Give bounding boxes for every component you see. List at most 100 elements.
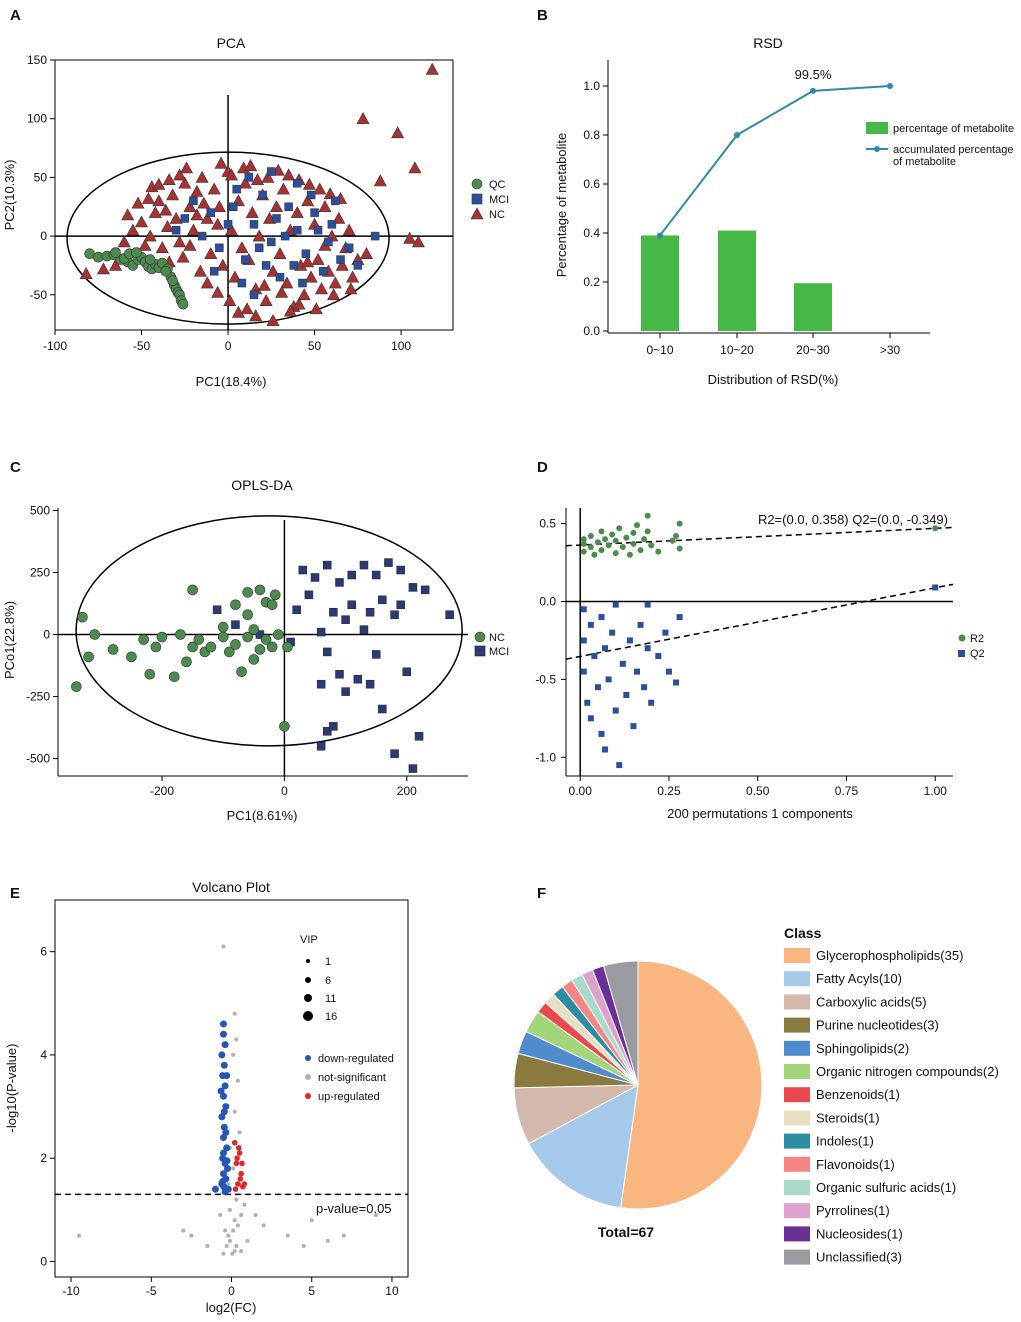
pca-mci-point: [275, 272, 285, 282]
oplsda-nc-point: [217, 631, 229, 643]
pie-legend-swatch: [784, 1110, 810, 1126]
volcano-up-point: [232, 1186, 239, 1193]
volcano-ns-point: [227, 1238, 232, 1243]
volcano-ns-point: [231, 1228, 236, 1233]
volcano-down-point: [223, 1157, 231, 1165]
pie-legend-label: Pyrrolines(1): [816, 1203, 890, 1218]
volcano-down-point: [222, 1128, 230, 1136]
pca-nc-point: [323, 187, 337, 200]
pie-legend-label: Organic sulfuric acids(1): [816, 1180, 956, 1195]
rsd-title: RSD: [753, 35, 783, 51]
oplsda-nc-point: [205, 641, 217, 653]
pie-legend-swatch: [784, 1087, 810, 1103]
oplsda-mci-point: [408, 764, 418, 773]
pca-nc-point: [155, 241, 169, 254]
pca-mci-point: [336, 255, 345, 264]
oplsda-legend-mci-marker: [474, 645, 486, 657]
pca-nc-point: [276, 182, 290, 195]
pca-y-tick-label: 0: [40, 229, 47, 243]
pca-mci-point: [237, 278, 247, 288]
perm-q2-point: [594, 684, 601, 691]
oplsda-xlabel: PC1(8.61%): [227, 808, 298, 823]
oplsda-x-tick-label: 0: [281, 784, 288, 798]
oplsda-nc-point: [193, 634, 205, 645]
oplsda-nc-point: [230, 599, 241, 611]
oplsda-nc-point: [175, 629, 186, 640]
pie-legend-swatch: [784, 1017, 810, 1033]
pca-nc-point: [131, 196, 145, 209]
volcano-up-point: [234, 1155, 240, 1162]
pca-nc-point: [403, 231, 417, 244]
perm-r2-point: [630, 529, 637, 536]
volcano-up-point: [231, 1139, 238, 1146]
pie-legend-swatch: [784, 1180, 810, 1195]
perm-q2-point: [655, 653, 662, 660]
oplsda-nc-point: [242, 631, 254, 643]
oplsda-nc-point: [236, 666, 247, 678]
perm-r2-point: [587, 533, 594, 540]
perm-q2-point: [644, 645, 651, 652]
pca-mci-point: [353, 261, 363, 270]
pca-qc-point: [167, 275, 178, 286]
pie-total: Total=67: [598, 1224, 654, 1240]
perm-q2-point: [644, 601, 651, 608]
pca-mci-point: [310, 208, 319, 217]
pca-nc-point: [238, 176, 252, 189]
rsd-legend: percentage of metabolite accumulated per…: [866, 122, 1014, 168]
perm-q2-point: [665, 668, 672, 675]
pca-nc-point: [195, 170, 209, 183]
pca-nc-point: [344, 282, 358, 295]
pca-legend-qc: QC: [489, 179, 506, 191]
volcano-ns-point: [231, 1166, 236, 1171]
oplsda-mci-point: [292, 605, 301, 614]
volcano-ns-point: [301, 1244, 306, 1249]
pie-legend-label: Benzenoids(1): [816, 1087, 900, 1102]
oplsda-nc-point: [260, 634, 272, 645]
pie-legend-swatch: [784, 994, 810, 1010]
volcano-up-point: [236, 1150, 243, 1156]
pca-nc-point: [109, 258, 123, 271]
vip-size-11: 11: [325, 993, 336, 1005]
pca-nc-point: [141, 191, 155, 204]
oplsda-mci-point: [341, 615, 350, 624]
pca-nc-point: [240, 302, 254, 315]
rsd-legend-bar-swatch: [866, 122, 888, 134]
pca-mci-point: [241, 255, 250, 264]
perm-y-tick-label: 0.0: [539, 594, 556, 608]
oplsda-mci-point: [347, 570, 356, 580]
oplsda-mci-point: [353, 674, 363, 684]
pca-mci-point: [327, 220, 337, 229]
pca-nc-point: [204, 247, 218, 259]
oplsda-nc-point: [126, 651, 137, 663]
oplsda-nc-point: [242, 609, 254, 621]
rsd-bar: [641, 235, 679, 331]
oplsda-nc-point: [254, 644, 266, 655]
pca-nc-point: [266, 313, 280, 326]
volcano-panel: Volcano Plot -10 -5 0 5 10 0 2 4 6 log2(FC) -log…: [4, 879, 409, 1315]
volcano-ns-point: [231, 1052, 236, 1057]
pca-mci-point: [180, 214, 190, 223]
volcano-ns-point: [232, 1011, 237, 1016]
pca-nc-point: [359, 247, 373, 259]
oplsda-mci-point: [365, 607, 375, 617]
perm-r2-point: [580, 540, 587, 547]
oplsda-nc-point: [107, 644, 119, 655]
pca-nc-point: [245, 205, 259, 218]
pca-nc-point: [391, 126, 405, 139]
pca-nc-point: [160, 220, 174, 232]
rsd-y-tick-label: 1.0: [583, 79, 600, 93]
pie-legend-title: Class: [784, 925, 822, 941]
pca-nc-point: [283, 304, 297, 317]
pca-nc-point: [176, 250, 190, 263]
pca-nc-point: [273, 247, 287, 259]
pca-nc-point: [411, 235, 425, 248]
pca-nc-point: [186, 223, 200, 236]
pie-legend-label: Unclassified(3): [816, 1250, 902, 1265]
pie-slice: [602, 960, 639, 1086]
oplsda-mci-point: [420, 585, 430, 595]
perm-r2-point: [587, 543, 594, 550]
oplsda-y-tick-label: 250: [30, 566, 50, 580]
pca-nc-point: [162, 173, 176, 186]
volcano-up-point: [235, 1181, 241, 1187]
